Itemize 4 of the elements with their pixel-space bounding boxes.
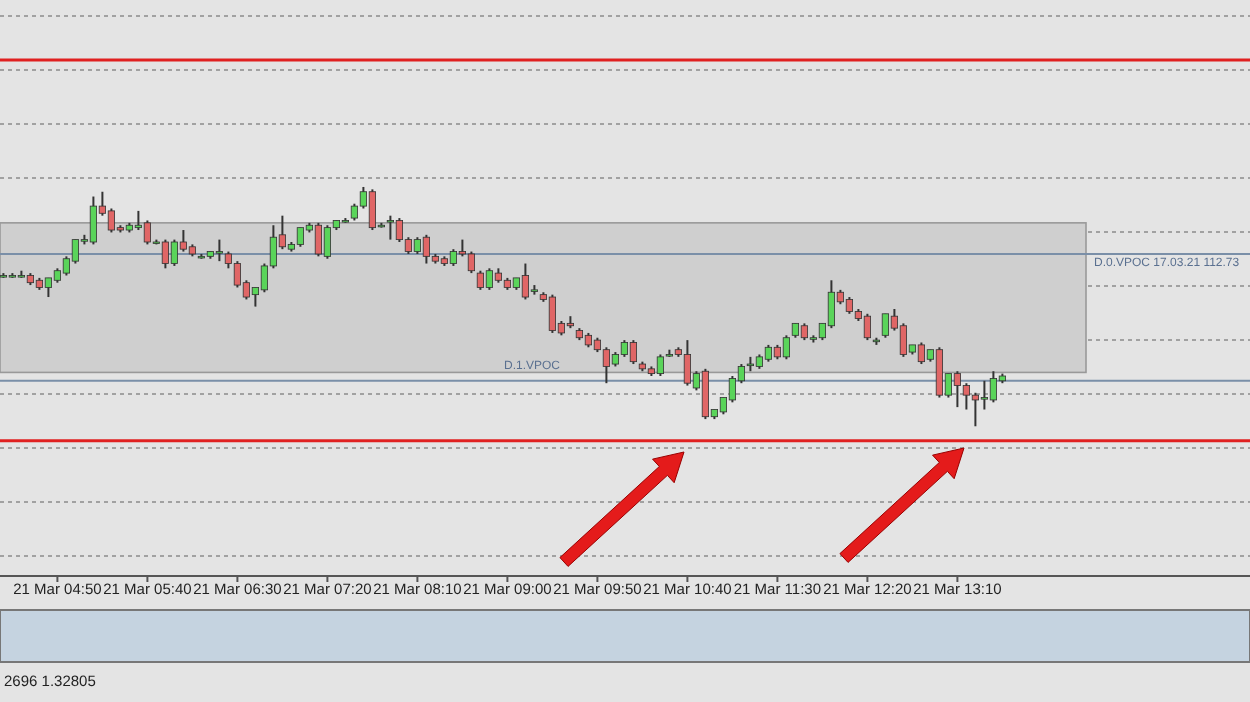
candlestick — [863, 312, 871, 342]
candlestick — [629, 339, 637, 366]
candlestick — [782, 334, 790, 361]
candlestick — [467, 250, 475, 275]
